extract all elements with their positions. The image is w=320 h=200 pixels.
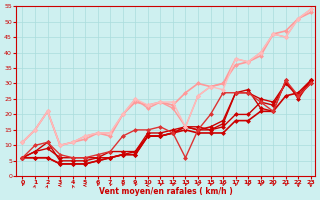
- X-axis label: Vent moyen/en rafales ( km/h ): Vent moyen/en rafales ( km/h ): [99, 187, 232, 196]
